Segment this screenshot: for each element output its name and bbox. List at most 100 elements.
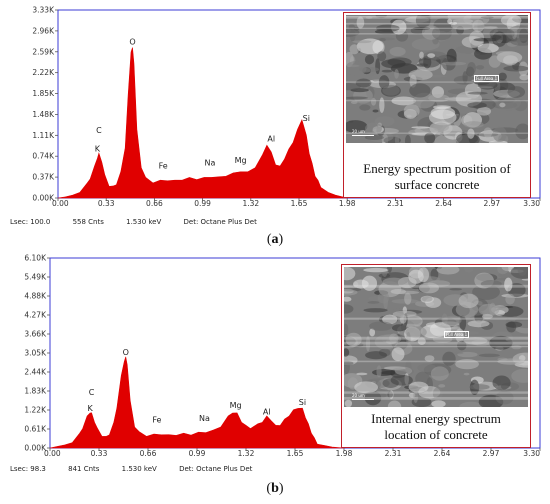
sem-grain: [415, 15, 431, 29]
x-tick-label: 1.65: [291, 199, 308, 208]
x-tick-label: 2.31: [385, 449, 402, 458]
sem-grain: [417, 337, 426, 346]
footer-det-b: Det: Octane Plus Det: [179, 465, 253, 473]
peak-label-al: Al: [263, 407, 271, 416]
sem-grain: [436, 267, 460, 275]
sem-streak: [346, 27, 528, 29]
sem-grain: [346, 132, 362, 141]
sem-grain: [413, 27, 431, 30]
sem-grain: [505, 337, 526, 343]
sem-grain: [442, 351, 456, 366]
inset-label-b-line1: Internal energy spectrum: [371, 411, 501, 426]
sem-grain: [511, 345, 522, 350]
sem-streak: [344, 336, 528, 340]
peak-label-si: Si: [303, 114, 310, 123]
sem-grain: [467, 91, 488, 95]
sem-grain: [472, 283, 500, 300]
caption-b: (b): [266, 481, 284, 496]
peak-label-mg: Mg: [230, 401, 242, 410]
sem-grain: [394, 366, 413, 376]
sem-grain: [463, 337, 488, 345]
sem-grain: [413, 390, 419, 404]
sem-grain: [346, 83, 361, 91]
sem-streak: [344, 396, 528, 400]
sem-grain: [432, 387, 443, 400]
sem-grain: [492, 31, 507, 47]
x-tick-label: 2.31: [387, 199, 404, 208]
sem-grain: [363, 267, 389, 273]
sem-grain: [379, 97, 385, 113]
sem-grain: [469, 384, 490, 390]
sem-grain: [365, 335, 371, 352]
peak-label-c: C: [96, 126, 102, 135]
spectrum-area: [49, 356, 345, 449]
sem-grain: [382, 85, 400, 96]
y-tick-label: 3.66K: [24, 330, 47, 339]
peak-label-k: K: [87, 404, 93, 413]
x-tick-label: 2.64: [435, 199, 452, 208]
sem-grain: [356, 16, 365, 29]
sem-streak: [344, 284, 528, 288]
x-tick-label: 0.66: [140, 449, 157, 458]
sem-grain: [411, 126, 430, 129]
sem-streak: [344, 341, 528, 345]
sem-grain: [511, 368, 528, 383]
sem-grain: [505, 321, 523, 328]
y-tick-label: 1.11K: [32, 131, 55, 140]
sem-grain: [356, 372, 368, 376]
x-tick-label: 0.66: [146, 199, 163, 208]
sem-grain: [419, 51, 424, 59]
sem-grain: [492, 375, 511, 391]
sem-grain: [347, 21, 355, 24]
sem-grain: [408, 381, 429, 393]
footer-cnts-a: 558 Cnts: [72, 218, 104, 226]
sem-grain: [345, 332, 362, 347]
sem-streak: [346, 81, 528, 83]
sem-grain: [504, 277, 513, 292]
sem-streak: [346, 100, 528, 102]
sem-grain: [478, 303, 500, 317]
sem-grain: [477, 43, 499, 53]
sem-grain: [382, 314, 398, 325]
inset-label-a-line2: surface concrete: [394, 177, 480, 192]
peak-label-si: Si: [299, 398, 306, 407]
sem-grain: [519, 74, 528, 81]
x-tick-label: 2.64: [434, 449, 451, 458]
sem-grain: [403, 104, 420, 118]
sem-grain: [506, 25, 528, 42]
sem-grain: [346, 120, 368, 133]
sem-grain: [471, 321, 486, 324]
sem-grain: [432, 334, 453, 344]
spectrum-area: [57, 47, 348, 199]
peak-label-c: C: [89, 388, 95, 397]
sem-grain: [387, 400, 402, 407]
x-tick-label: 0.99: [189, 449, 206, 458]
sem-grain: [349, 44, 360, 55]
y-tick-label: 2.96K: [32, 26, 55, 35]
sem-streak: [346, 16, 528, 19]
sem-grain: [507, 86, 526, 98]
footer-lsec-b: Lsec: 98.3: [10, 465, 46, 473]
sem-grain: [499, 102, 506, 108]
sem-grain: [459, 401, 484, 407]
sem-grain: [467, 61, 476, 75]
caption-a: (a): [266, 232, 284, 247]
y-tick-label: 1.83K: [24, 387, 47, 396]
sem-grain: [409, 83, 431, 98]
sem-grain: [449, 21, 458, 25]
y-tick-label: 0.00K: [32, 194, 55, 203]
y-tick-label: 0.37K: [32, 173, 55, 182]
sem-grain: [372, 109, 379, 113]
sem-grain: [394, 290, 420, 295]
sem-grain: [375, 15, 387, 19]
sem-grain: [344, 267, 356, 281]
footer-kev-a: 1.530 keV: [126, 218, 162, 226]
sem-grain: [503, 65, 528, 72]
sem-grain: [405, 326, 427, 339]
sem-grain: [455, 358, 479, 370]
sem-grain: [430, 366, 449, 381]
sem-grain: [418, 282, 439, 294]
sem-grain: [430, 106, 456, 120]
sem-grain: [344, 360, 354, 366]
sem-grain: [387, 267, 393, 273]
